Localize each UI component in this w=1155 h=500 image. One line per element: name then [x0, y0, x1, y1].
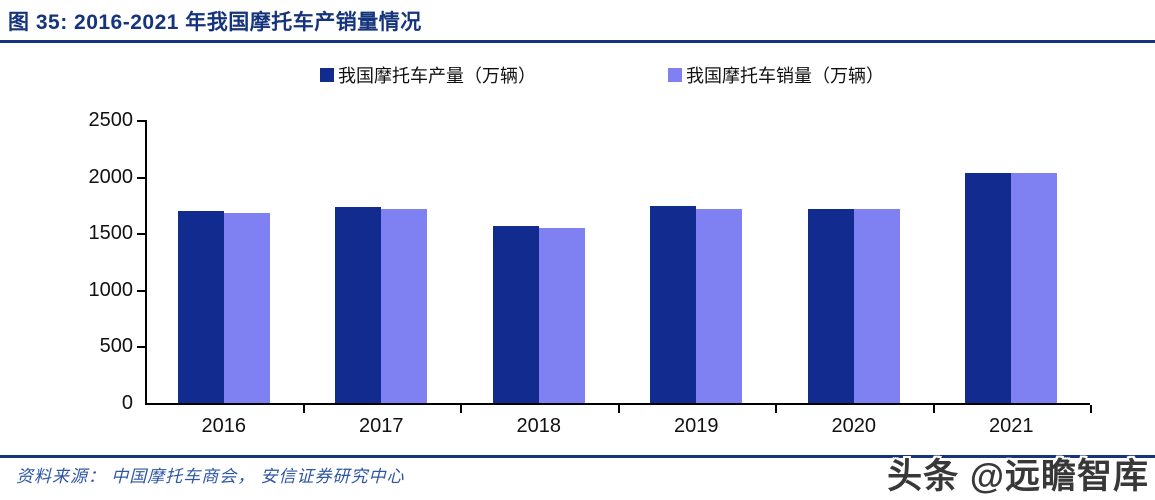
legend-item-production: 我国摩托车产量（万辆） — [320, 62, 536, 88]
x-axis-tick — [932, 405, 935, 413]
y-axis-tick-label: 1000 — [88, 278, 134, 301]
y-axis-tick — [137, 233, 145, 236]
title-divider — [0, 40, 1155, 43]
production-bar-2017 — [335, 207, 382, 403]
x-axis-category-label: 2018 — [516, 415, 562, 437]
x-axis-tick — [460, 405, 462, 413]
sales-bar-2018 — [538, 227, 585, 403]
sales-bar-2019 — [696, 209, 743, 403]
production-bar-2020 — [807, 209, 854, 403]
x-axis-tick — [302, 405, 305, 413]
y-axis-tick-label: 2000 — [88, 165, 134, 188]
x-axis-tick — [775, 405, 777, 413]
y-axis-tick-label: 1500 — [88, 222, 134, 245]
sales-legend-label: 我国摩托车销量（万辆） — [686, 66, 884, 86]
production-legend-label: 我国摩托车产量（万辆） — [338, 66, 536, 86]
x-axis-category-label: 2020 — [831, 415, 877, 437]
x-axis-tick — [617, 405, 620, 413]
x-axis-line — [145, 403, 1090, 405]
sales-bar-2020 — [853, 209, 900, 403]
x-axis-category-label: 2019 — [674, 415, 719, 437]
production-bar-2019 — [650, 206, 697, 403]
y-axis-tick — [137, 120, 145, 122]
production-bar-2018 — [492, 225, 539, 403]
x-axis-category-label: 2017 — [359, 415, 404, 437]
sales-bar-2016 — [223, 213, 270, 403]
x-axis-category-label: 2016 — [201, 415, 247, 437]
figure-title: 图 35: 2016-2021 年我国摩托车产销量情况 — [8, 11, 422, 34]
y-axis-line — [145, 120, 147, 405]
sales-bar-2021 — [1011, 173, 1058, 403]
y-axis-tick — [137, 346, 145, 349]
production-bar-2016 — [177, 211, 224, 403]
y-axis-tick — [137, 289, 145, 292]
sales-legend-swatch — [668, 68, 682, 82]
production-legend-swatch — [320, 68, 334, 82]
y-axis-tick-label: 500 — [99, 335, 133, 358]
legend-item-sales: 我国摩托车销量（万辆） — [668, 62, 884, 88]
source-note: 资料来源： 中国摩托车商会， 安信证券研究中心 — [16, 467, 405, 486]
sales-bar-2017 — [381, 209, 428, 403]
y-axis-tick — [137, 176, 145, 179]
y-axis-tick-label: 0 — [121, 392, 133, 414]
x-axis-tick — [1090, 405, 1092, 413]
footer-divider — [0, 455, 1155, 458]
watermark-text: 头条 @远瞻智库 — [887, 457, 1149, 496]
x-axis-category-label: 2021 — [989, 415, 1034, 437]
production-bar-2021 — [965, 173, 1012, 403]
y-axis-tick-label: 2500 — [88, 109, 134, 131]
